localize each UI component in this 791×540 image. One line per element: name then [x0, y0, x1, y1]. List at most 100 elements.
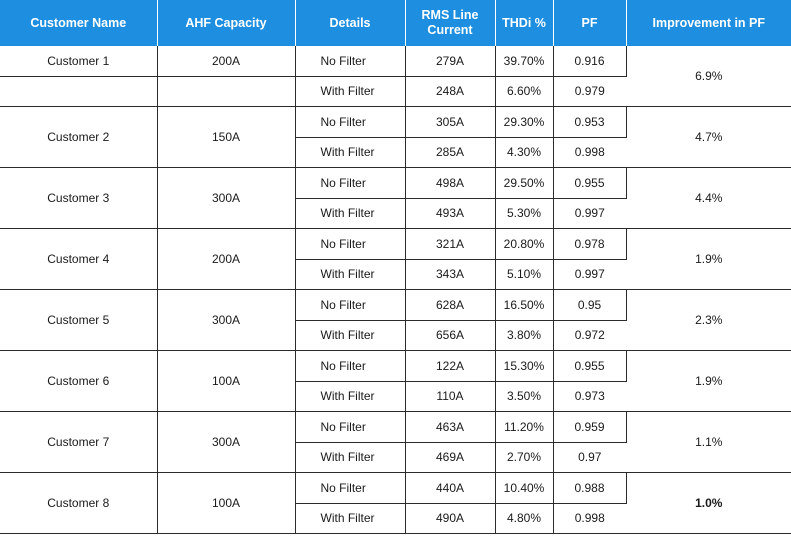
table-row: Customer 4 200A No Filter 321A 20.80% 0.… [0, 228, 791, 290]
details-cell: With Filter [295, 259, 406, 290]
details-cell: With Filter [295, 320, 406, 351]
capacity-cell: 100A [157, 350, 296, 412]
thdi-cell: 39.70% [495, 46, 554, 77]
thdi-cell: 2.70% [495, 442, 554, 473]
improvement-cell: 2.3% [626, 289, 791, 351]
capacity-cell: 200A [157, 228, 296, 290]
details-cell: No Filter [295, 228, 406, 260]
details-cell: No Filter [295, 46, 406, 77]
rms-cell: 122A [405, 350, 496, 382]
table-row: Customer 8 100A No Filter 440A 10.40% 0.… [0, 472, 791, 534]
improvement-cell: 1.1% [626, 411, 791, 473]
details-cell: With Filter [295, 381, 406, 412]
header-ahf-capacity: AHF Capacity [157, 0, 296, 46]
rms-cell: 343A [405, 259, 496, 290]
customer-name-cell: Customer 2 [0, 106, 158, 168]
rms-cell: 469A [405, 442, 496, 473]
capacity-cell: 100A [157, 472, 296, 534]
customer-name-cell: Customer 1 [0, 46, 158, 77]
improvement-cell: 4.4% [626, 167, 791, 229]
rms-cell: 321A [405, 228, 496, 260]
rms-cell: 493A [405, 198, 496, 229]
pf-cell: 0.998 [553, 503, 626, 534]
pf-cell: 0.998 [553, 137, 626, 168]
pf-cell: 0.959 [553, 411, 627, 443]
pf-cell: 0.916 [553, 46, 627, 77]
thdi-cell: 20.80% [495, 228, 554, 260]
details-cell: No Filter [295, 472, 406, 504]
thdi-cell: 10.40% [495, 472, 554, 504]
rms-cell: 440A [405, 472, 496, 504]
table-row: Customer 6 100A No Filter 122A 15.30% 0.… [0, 350, 791, 412]
thdi-cell: 4.30% [495, 137, 554, 168]
thdi-cell: 6.60% [495, 76, 554, 107]
customer-name-cell: Customer 5 [0, 289, 158, 351]
header-details: Details [295, 0, 406, 46]
thdi-cell: 11.20% [495, 411, 554, 443]
pf-cell: 0.973 [553, 381, 626, 412]
table-body: Customer 1 200A No Filter 279A 39.70% 0.… [0, 46, 791, 534]
rms-cell: 285A [405, 137, 496, 168]
thdi-cell: 29.50% [495, 167, 554, 199]
table-row: Customer 5 300A No Filter 628A 16.50% 0.… [0, 289, 791, 351]
pf-cell: 0.955 [553, 350, 627, 382]
capacity-cell: 300A [157, 289, 296, 351]
details-cell: With Filter [295, 503, 406, 534]
header-improvement-pf: Improvement in PF [626, 0, 791, 46]
table-row: Customer 7 300A No Filter 463A 11.20% 0.… [0, 411, 791, 473]
pf-cell: 0.955 [553, 167, 627, 199]
details-cell: No Filter [295, 106, 406, 138]
table-row: With Filter 285A 4.30% 0.998 [0, 137, 791, 168]
thdi-cell: 16.50% [495, 289, 554, 321]
pf-cell: 0.997 [553, 198, 626, 229]
customer-name-cell: Customer 4 [0, 228, 158, 290]
header-thdi: THDi % [495, 0, 554, 46]
improvement-cell: 4.7% [626, 106, 791, 168]
table-row: Customer 3 300A No Filter 498A 29.50% 0.… [0, 167, 791, 229]
rms-cell: 656A [405, 320, 496, 351]
details-cell: With Filter [295, 198, 406, 229]
customer-name-cell-empty [0, 76, 158, 107]
header-pf: PF [553, 0, 627, 46]
details-cell: With Filter [295, 76, 406, 107]
improvement-cell: 1.9% [626, 350, 791, 412]
table-row: With Filter 493A 5.30% 0.997 [0, 198, 791, 229]
details-cell: With Filter [295, 442, 406, 473]
customer-name-cell: Customer 3 [0, 167, 158, 229]
rms-cell: 279A [405, 46, 496, 77]
pf-cell: 0.953 [553, 106, 627, 138]
pf-cell: 0.997 [553, 259, 626, 290]
details-cell: No Filter [295, 411, 406, 443]
capacity-cell: 200A [157, 46, 296, 77]
pf-cell: 0.978 [553, 228, 627, 260]
table-row: With Filter 110A 3.50% 0.973 [0, 381, 791, 412]
improvement-cell: 1.9% [626, 228, 791, 290]
improvement-cell: 1.0% [626, 472, 791, 534]
thdi-cell: 15.30% [495, 350, 554, 382]
table-row: Customer 1 200A No Filter 279A 39.70% 0.… [0, 46, 791, 107]
customer-name-cell: Customer 7 [0, 411, 158, 473]
details-cell: With Filter [295, 137, 406, 168]
capacity-cell: 300A [157, 167, 296, 229]
capacity-cell: 300A [157, 411, 296, 473]
rms-cell: 490A [405, 503, 496, 534]
header-customer-name: Customer Name [0, 0, 158, 46]
rms-cell: 110A [405, 381, 496, 412]
table-row: With Filter 469A 2.70% 0.97 [0, 442, 791, 473]
rms-cell: 498A [405, 167, 496, 199]
table-row: With Filter 248A 6.60% 0.979 [0, 76, 791, 107]
pf-cell: 0.972 [553, 320, 626, 351]
thdi-cell: 4.80% [495, 503, 554, 534]
capacity-cell-empty [157, 76, 296, 107]
thdi-cell: 3.80% [495, 320, 554, 351]
rms-cell: 248A [405, 76, 496, 107]
thdi-cell: 5.30% [495, 198, 554, 229]
table-header: Customer Name AHF Capacity Details RMS L… [0, 0, 791, 46]
table-row: With Filter 343A 5.10% 0.997 [0, 259, 791, 290]
table-row: Customer 2 150A No Filter 305A 29.30% 0.… [0, 106, 791, 168]
pf-cell: 0.97 [553, 442, 626, 473]
pf-cell: 0.979 [553, 76, 626, 107]
header-rms-line-current: RMS Line Current [405, 0, 496, 46]
details-cell: No Filter [295, 167, 406, 199]
